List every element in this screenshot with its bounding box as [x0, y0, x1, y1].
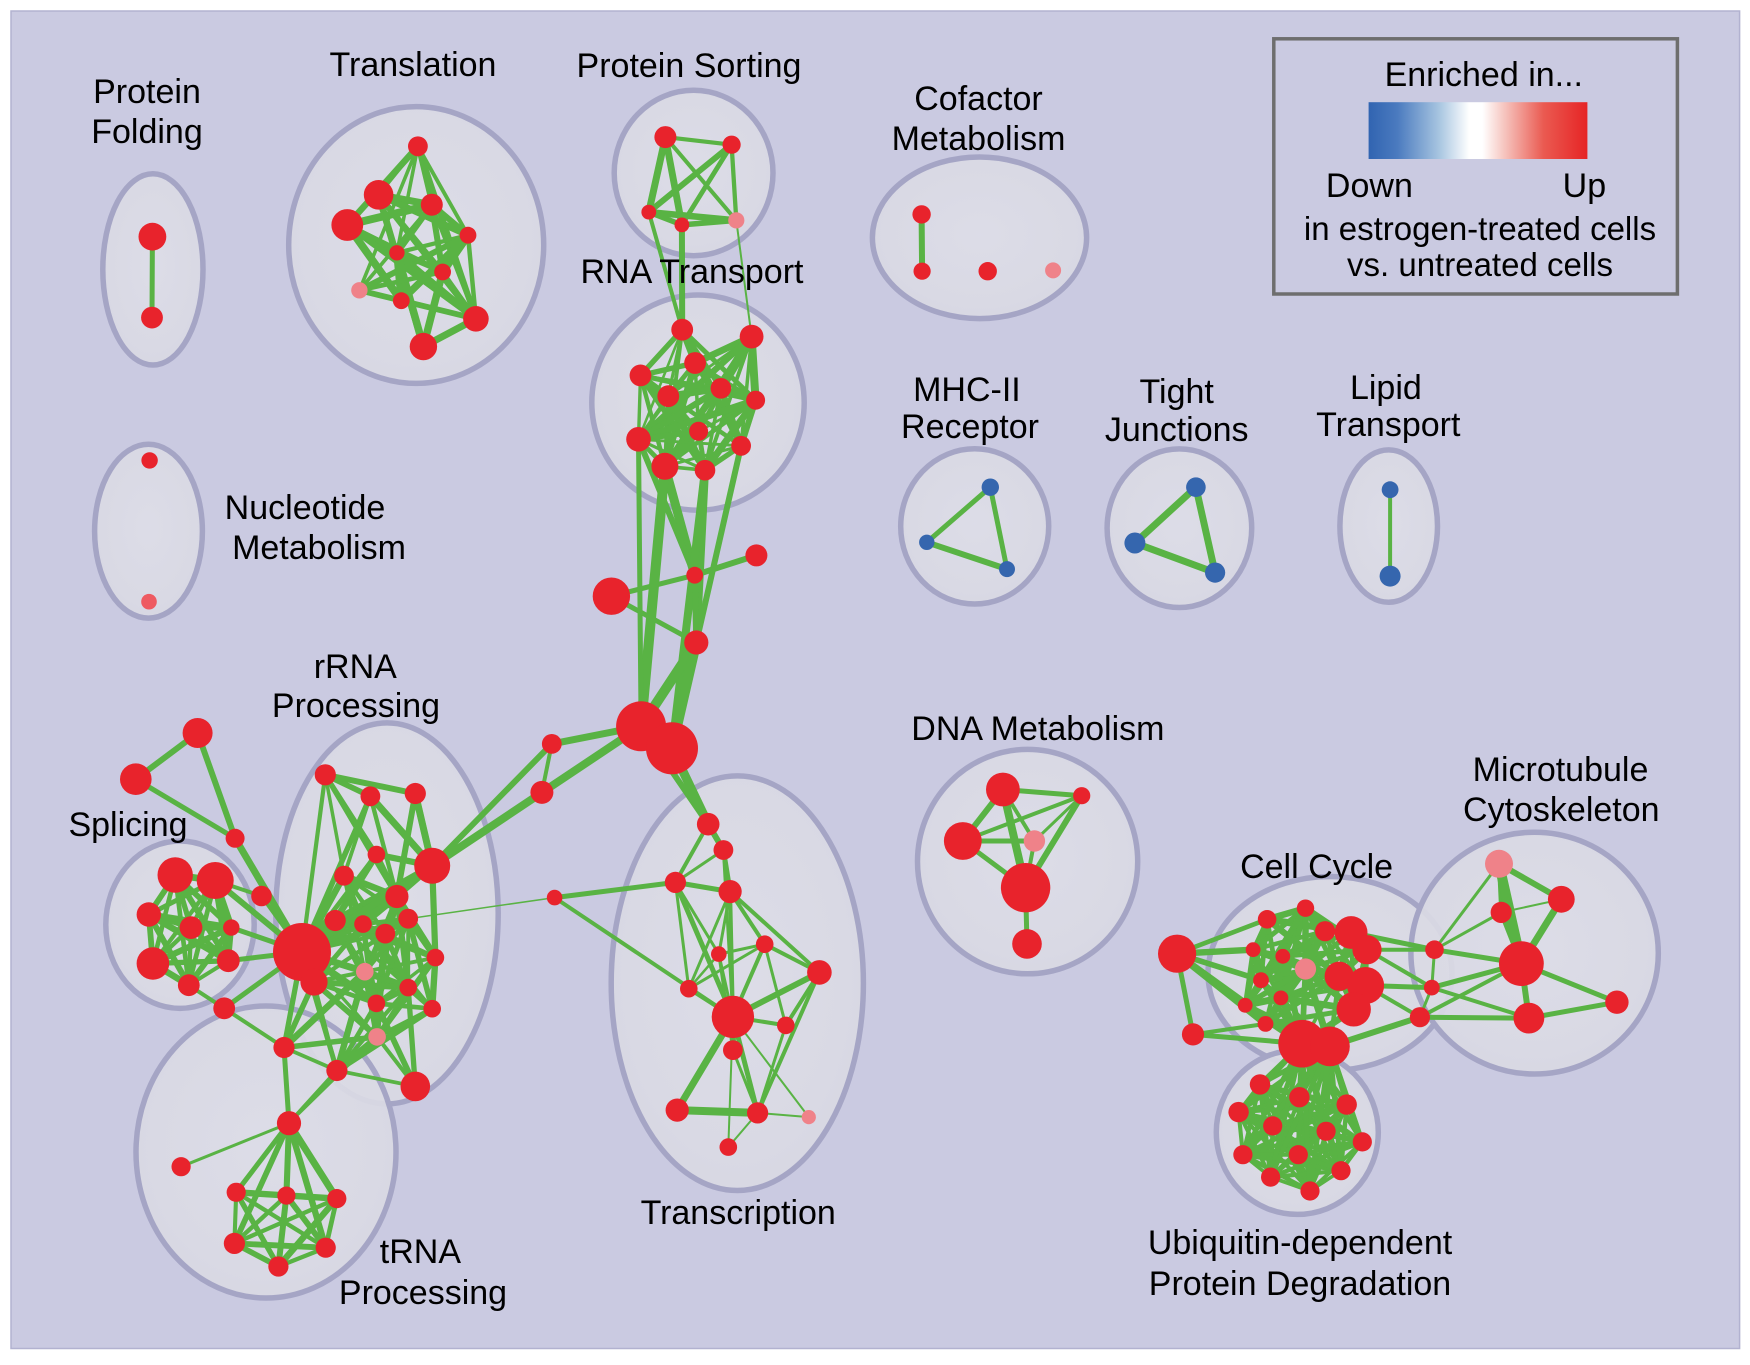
svg-text:Processing: Processing — [272, 687, 440, 725]
svg-text:rRNA: rRNA — [314, 648, 397, 686]
svg-text:Cofactor: Cofactor — [914, 80, 1043, 118]
svg-text:MHC-II: MHC-II — [913, 371, 1021, 409]
svg-text:Folding: Folding — [91, 113, 203, 151]
svg-text:Down: Down — [1326, 167, 1413, 205]
svg-text:Enriched in...: Enriched in... — [1385, 56, 1583, 94]
svg-text:Metabolism: Metabolism — [232, 529, 406, 567]
svg-text:Protein Sorting: Protein Sorting — [577, 47, 802, 85]
svg-text:Cell Cycle: Cell Cycle — [1240, 848, 1393, 886]
svg-text:Lipid: Lipid — [1350, 369, 1422, 407]
svg-text:Transport: Transport — [1316, 406, 1461, 444]
svg-text:tRNA: tRNA — [380, 1233, 462, 1271]
svg-text:Tight: Tight — [1140, 373, 1215, 411]
svg-text:Nucleotide: Nucleotide — [225, 489, 386, 527]
svg-text:RNA Transport: RNA Transport — [581, 253, 805, 291]
svg-text:Processing: Processing — [339, 1274, 507, 1312]
svg-text:Translation: Translation — [330, 46, 497, 84]
svg-text:Protein: Protein — [93, 73, 201, 111]
svg-text:Transcription: Transcription — [641, 1194, 836, 1232]
svg-text:Cytoskeleton: Cytoskeleton — [1463, 791, 1660, 829]
svg-text:in estrogen-treated cells: in estrogen-treated cells — [1304, 210, 1656, 247]
svg-text:vs. untreated cells: vs. untreated cells — [1347, 246, 1613, 283]
svg-text:Metabolism: Metabolism — [892, 120, 1066, 158]
svg-text:Up: Up — [1563, 167, 1606, 205]
svg-text:Protein Degradation: Protein Degradation — [1149, 1265, 1451, 1303]
svg-text:Microtubule: Microtubule — [1473, 751, 1649, 789]
svg-text:Ubiquitin-dependent: Ubiquitin-dependent — [1148, 1224, 1453, 1262]
svg-text:DNA Metabolism: DNA Metabolism — [911, 710, 1164, 748]
svg-text:Receptor: Receptor — [901, 408, 1039, 446]
svg-text:Junctions: Junctions — [1105, 411, 1249, 449]
svg-text:Splicing: Splicing — [68, 806, 187, 844]
